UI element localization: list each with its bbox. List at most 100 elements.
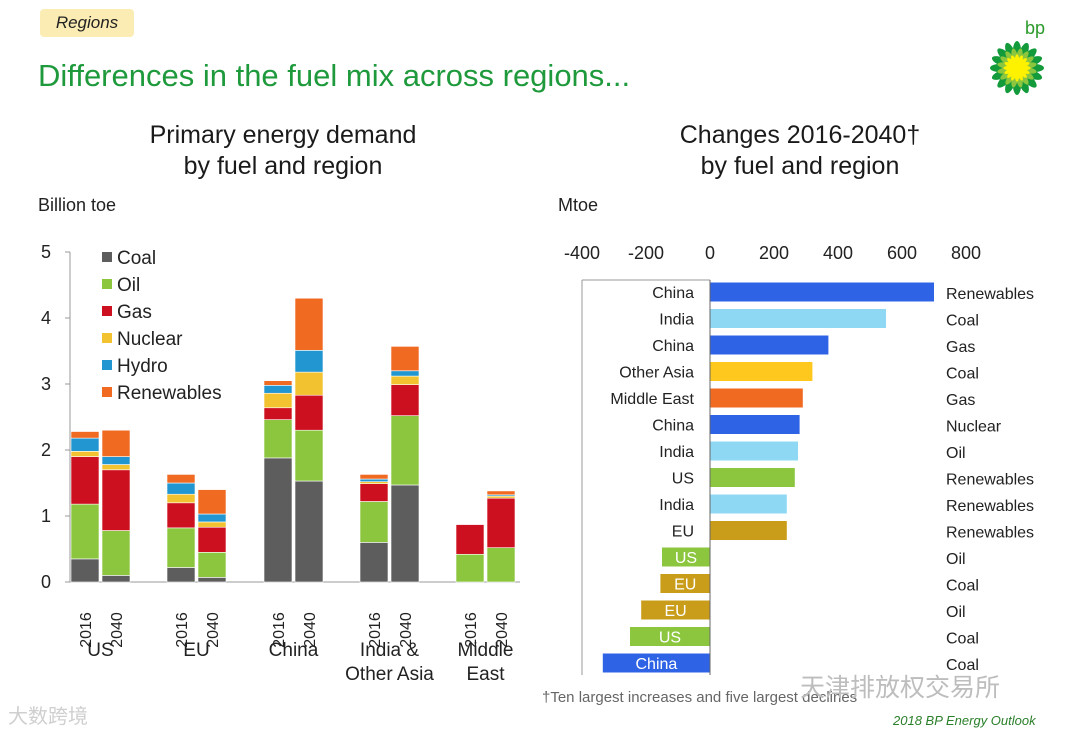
bp-logo: bp [990, 18, 1045, 95]
group-label: East [466, 664, 505, 685]
bar-segment-gas [70, 456, 100, 505]
fuel-label: Renewables [946, 525, 1034, 542]
group-label: EU [183, 640, 209, 661]
change-bar [710, 362, 813, 381]
fuel-label: Coal [946, 366, 979, 383]
bar-segment-oil [455, 553, 485, 583]
fuel-label: Coal [946, 578, 979, 595]
bar-segment-coal [359, 542, 389, 583]
bar-segment-oil [294, 429, 324, 482]
change-bar [710, 335, 829, 355]
region-label: US [675, 550, 697, 567]
bar-segment-renewables [359, 474, 389, 480]
change-bar [660, 574, 710, 593]
bar-segment-gas [166, 502, 196, 529]
bar-segment-oil [166, 527, 196, 568]
change-bar [630, 627, 710, 646]
region-label: Other Asia [619, 365, 694, 382]
bar-segment-coal [390, 484, 420, 583]
change-bar [710, 521, 787, 540]
watermark-left: 大数跨境 [8, 706, 88, 728]
bar-segment-gas [101, 469, 131, 531]
fuel-label: Coal [946, 657, 979, 674]
x-tick-label: 600 [887, 243, 917, 263]
region-label: EU [674, 577, 696, 594]
region-label: India [659, 312, 694, 329]
x-tick-label: -400 [564, 243, 600, 263]
fuel-label: Gas [946, 339, 975, 356]
group-label: China [269, 640, 319, 661]
bar-segment-nuclear [294, 371, 324, 396]
group-label: Middle [458, 640, 514, 661]
region-label: India [659, 497, 694, 514]
region-label: US [672, 471, 694, 488]
x-tick-label: 800 [951, 243, 981, 263]
section-badge: Regions [40, 9, 134, 37]
left-y-axis-label: Billion toe [38, 195, 117, 215]
bar-segment-renewables [263, 380, 293, 386]
change-bar [710, 415, 800, 434]
y-tick-label: 5 [41, 242, 51, 262]
y-tick-label: 4 [41, 308, 51, 328]
year-tick-label: 2016 [463, 612, 480, 648]
year-tick-label: 2016 [78, 612, 95, 648]
footnote: †Ten largest increases and five largest … [542, 689, 858, 706]
legend-swatch-renewables [102, 387, 112, 397]
bar-segment-nuclear [70, 451, 100, 457]
year-tick-label: 2040 [205, 612, 222, 648]
source-label: 2018 BP Energy Outlook [893, 713, 1036, 728]
bar-segment-oil [359, 501, 389, 543]
bar-segment-hydro [263, 385, 293, 394]
bar-segment-gas [294, 394, 324, 431]
bar-segment-renewables [101, 429, 131, 457]
region-label: China [635, 656, 677, 673]
bar-segment-renewables [294, 297, 324, 351]
bar-segment-coal [197, 577, 227, 583]
change-bar [602, 653, 710, 673]
change-bar [710, 494, 787, 514]
fuel-label: Renewables [946, 498, 1034, 515]
y-tick-label: 1 [41, 506, 51, 526]
fuel-label: Gas [946, 392, 975, 409]
fuel-label: Coal [946, 631, 979, 648]
legend-label: Gas [117, 302, 152, 323]
region-label: China [652, 338, 694, 355]
change-bar [710, 309, 886, 328]
legend-swatch-nuclear [102, 333, 112, 343]
bar-segment-oil [101, 530, 131, 576]
change-bar [641, 600, 710, 620]
bar-segment-nuclear [263, 392, 293, 409]
x-tick-label: 400 [823, 243, 853, 263]
bar-segment-renewables [197, 489, 227, 515]
y-tick-label: 2 [41, 440, 51, 460]
right-title-line-2: by fuel and region [700, 152, 900, 180]
legend-swatch-gas [102, 306, 112, 316]
fuel-label: Renewables [946, 286, 1034, 303]
change-bar [710, 282, 934, 302]
bar-segment-coal [263, 457, 293, 583]
legend-label: Renewables [117, 383, 222, 404]
region-label: China [652, 418, 694, 435]
region-label: EU [672, 524, 694, 541]
bar-segment-nuclear [101, 464, 131, 471]
change-bar [710, 441, 798, 461]
changes-2016-2040-chart: -400 -200 0 200 400 600 800 China Renewables Indi… [564, 243, 1034, 675]
bar-segment-hydro [70, 437, 100, 452]
year-tick-label: 2040 [302, 612, 319, 648]
year-tick-label: 2040 [398, 612, 415, 648]
year-tick-label: 2016 [367, 612, 384, 648]
bar-segment-gas [390, 384, 420, 416]
bar-segment-oil [390, 415, 420, 486]
x-tick-label: 0 [705, 243, 715, 263]
bar-segment-coal [294, 480, 324, 583]
bar-segment-coal [101, 575, 131, 583]
bar-segment-oil [263, 419, 293, 459]
legend-label: Nuclear [117, 329, 183, 350]
bp-logo-text: bp [1025, 18, 1045, 38]
fuel-label: Oil [946, 551, 966, 568]
legend-swatch-hydro [102, 360, 112, 370]
bar-segment-hydro [197, 513, 227, 523]
left-title-line-1: Primary energy demand [149, 121, 417, 149]
region-label: US [659, 630, 681, 647]
y-tick-label: 3 [41, 374, 51, 394]
